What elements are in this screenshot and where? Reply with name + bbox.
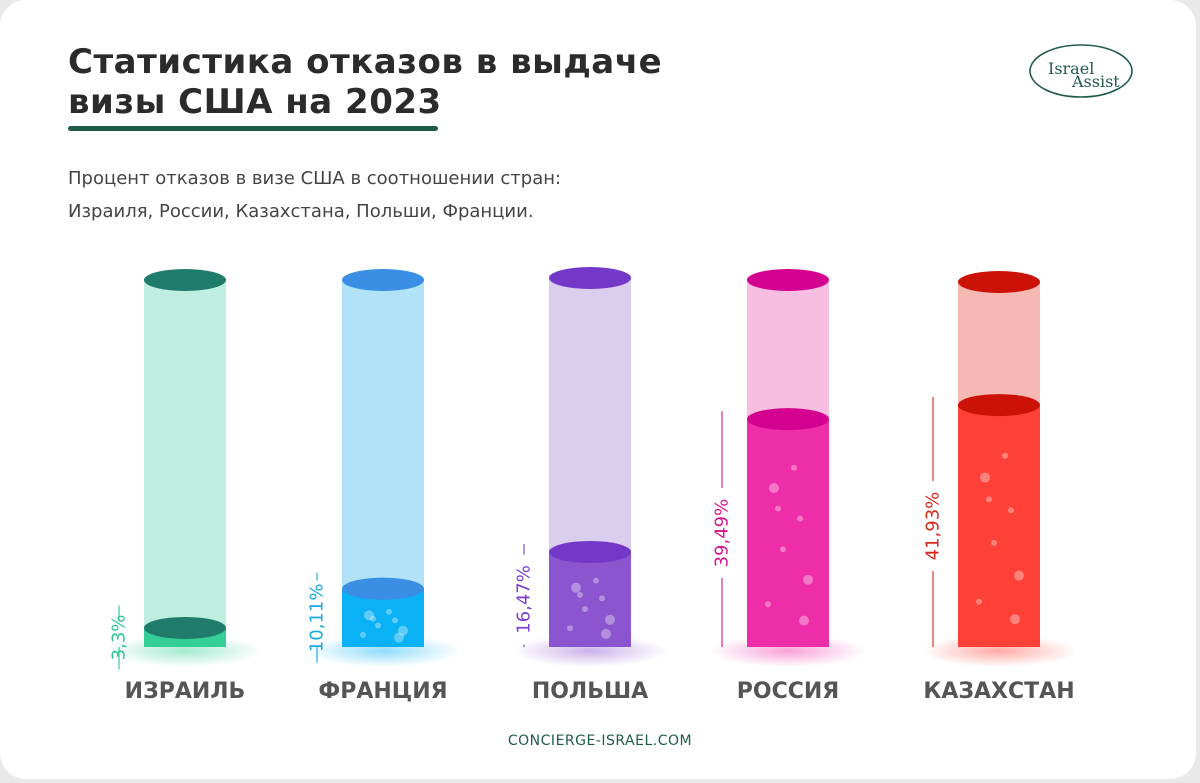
bar-top-cap-4 bbox=[958, 271, 1040, 293]
bar-empty-4 bbox=[958, 282, 1040, 406]
title-line-1: Статистика отказов в выдаче bbox=[68, 42, 663, 82]
bar-3 bbox=[747, 269, 829, 647]
value-label-0: 3,3% bbox=[109, 615, 130, 661]
bar-bubble-4-4 bbox=[976, 598, 982, 605]
bar-bubble-4-5 bbox=[1002, 452, 1008, 459]
bar-bubble-4-7 bbox=[986, 496, 992, 503]
value-label-3: 39,49% bbox=[712, 499, 733, 568]
subtitle-line-2: Израиля, России, Казахстана, Польши, Фра… bbox=[68, 201, 534, 222]
bar-empty-3 bbox=[747, 280, 829, 420]
bar-liquid-cap-4 bbox=[958, 394, 1040, 417]
category-label-3: РОССИЯ bbox=[737, 679, 839, 704]
logo-text-top: Israel bbox=[1048, 59, 1094, 78]
bar-bubble-3-7 bbox=[775, 505, 781, 512]
bar-empty-0 bbox=[144, 280, 226, 628]
subtitle-line-1: Процент отказов в визе США в соотношении… bbox=[68, 168, 562, 189]
bar-bubble-2-2 bbox=[582, 606, 588, 613]
bar-top-cap-1 bbox=[342, 269, 424, 291]
bar-bubble-2-0 bbox=[571, 582, 581, 593]
bar-bubble-3-4 bbox=[765, 601, 771, 608]
title-underline bbox=[68, 126, 438, 131]
bar-bubble-4-2 bbox=[991, 539, 997, 546]
bar-liquid-cap-1 bbox=[342, 577, 424, 600]
bar-liquid-cap-2 bbox=[549, 540, 631, 563]
bar-bubble-1-5 bbox=[386, 608, 392, 615]
bar-top-cap-3 bbox=[747, 269, 829, 291]
bar-bubble-1-2 bbox=[375, 622, 381, 629]
bar-bubble-4-3 bbox=[1014, 570, 1024, 581]
bar-empty-1 bbox=[342, 280, 424, 589]
bar-bubble-2-3 bbox=[605, 614, 615, 625]
bar-bubble-2-7 bbox=[577, 591, 583, 598]
bar-bubble-4-0 bbox=[980, 472, 990, 483]
bar-empty-2 bbox=[549, 278, 631, 552]
bar-bubble-3-5 bbox=[791, 464, 797, 471]
title-line-2: визы США на 2023 bbox=[68, 82, 442, 122]
bar-bubble-1-1 bbox=[392, 617, 398, 624]
israel-assist-logo[interactable]: Israel Assist bbox=[1028, 42, 1134, 100]
value-label-2: 16,47% bbox=[514, 565, 535, 634]
bar-bubble-2-6 bbox=[601, 628, 611, 639]
category-label-2: ПОЛЬША bbox=[532, 679, 648, 704]
chart-labels: 3,3% ИЗРАИЛЬ 10,11% ФРАНЦИЯ 16,47% ПОЛЬША 39,4… bbox=[109, 397, 1075, 704]
bar-bubble-4-6 bbox=[1010, 614, 1020, 625]
bar-bubble-3-1 bbox=[797, 515, 803, 522]
bar-4 bbox=[958, 271, 1040, 647]
bar-bubble-3-3 bbox=[803, 574, 813, 585]
bar-bubble-1-7 bbox=[370, 615, 376, 622]
chart-bars bbox=[144, 267, 1040, 647]
value-label-4: 41,93% bbox=[923, 492, 944, 561]
bar-liquid-cap-0 bbox=[144, 616, 226, 639]
bar-bubble-1-6 bbox=[394, 632, 404, 643]
bar-0 bbox=[144, 269, 226, 647]
bar-bubble-3-2 bbox=[780, 546, 786, 553]
bar-bubble-2-5 bbox=[593, 577, 599, 584]
logo-text-bottom: Assist bbox=[1071, 72, 1120, 91]
value-label-1: 10,11% bbox=[307, 584, 328, 653]
bar-bubble-3-0 bbox=[769, 483, 779, 494]
category-label-4: КАЗАХСТАН bbox=[923, 679, 1074, 704]
category-label-0: ИЗРАИЛЬ bbox=[125, 679, 246, 704]
bar-fill-4 bbox=[958, 405, 1040, 647]
bar-bubble-3-6 bbox=[799, 615, 809, 626]
bar-2 bbox=[549, 267, 631, 647]
bar-top-cap-2 bbox=[549, 267, 631, 289]
page-title: Статистика отказов в выдаче визы США на 2… bbox=[68, 42, 662, 122]
bar-bubble-1-3 bbox=[398, 625, 408, 636]
bar-top-cap-0 bbox=[144, 269, 226, 291]
footer-site-link[interactable]: CONCIERGE-ISRAEL.COM bbox=[507, 733, 693, 749]
category-label-1: ФРАНЦИЯ bbox=[318, 679, 447, 704]
bar-bubble-1-4 bbox=[360, 631, 366, 638]
bar-bubble-2-1 bbox=[599, 595, 605, 602]
bar-bubble-1-0 bbox=[364, 610, 374, 621]
bar-bubble-4-1 bbox=[1008, 507, 1014, 514]
bar-bubble-2-4 bbox=[567, 625, 573, 632]
bar-fill-3 bbox=[747, 419, 829, 647]
bar-fill-2 bbox=[549, 551, 631, 647]
bar-liquid-cap-3 bbox=[747, 408, 829, 431]
bar-1 bbox=[342, 269, 424, 647]
